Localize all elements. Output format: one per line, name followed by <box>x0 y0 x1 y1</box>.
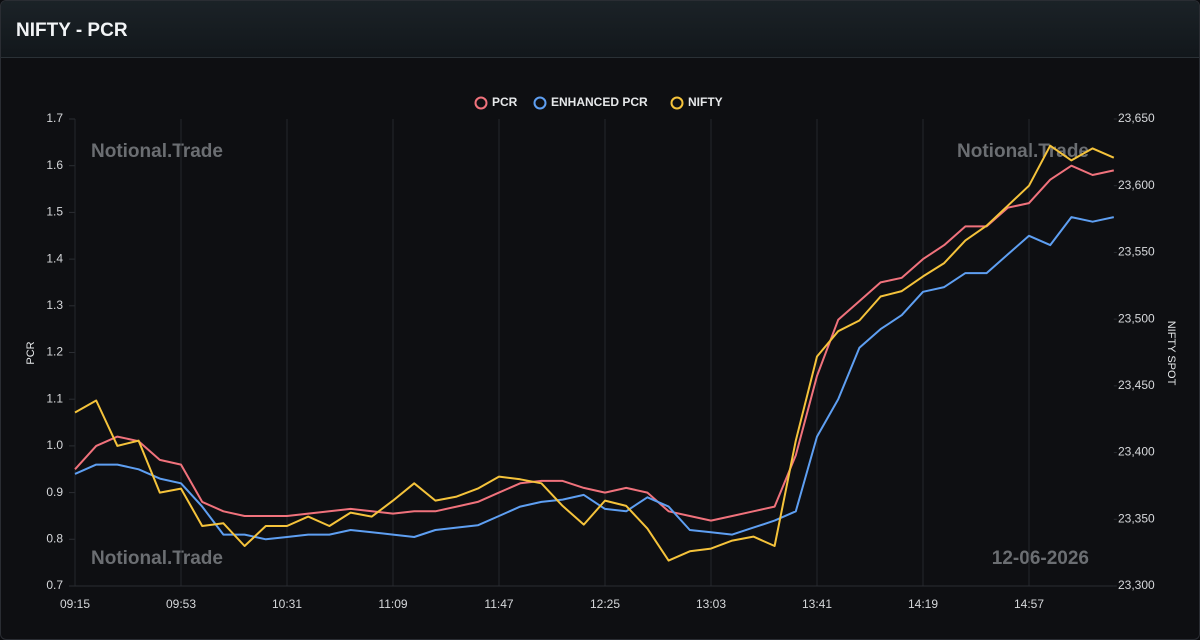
x-tick-label: 09:15 <box>60 597 90 611</box>
legend-swatch <box>670 96 684 110</box>
x-tick-label: 14:19 <box>908 597 938 611</box>
y-tick-label: 1.0 <box>46 438 63 452</box>
y-tick-label: 1.1 <box>46 391 63 405</box>
series-line <box>74 164 1115 522</box>
legend-swatch <box>533 96 547 110</box>
legend-label: PCR <box>492 95 518 109</box>
x-tick-label: 13:41 <box>802 597 832 611</box>
y-tick-label: 1.4 <box>46 251 63 265</box>
legend-item: PCR <box>474 95 518 110</box>
y2-tick-label: 23,350 <box>1118 511 1155 525</box>
legend-label: NIFTY <box>688 95 723 109</box>
y-axis-title: PCR <box>25 341 37 364</box>
y2-tick-label: 23,600 <box>1118 178 1155 192</box>
x-tick-label: 13:03 <box>696 597 726 611</box>
x-tick-label: 10:31 <box>272 597 302 611</box>
y-tick-label: 0.7 <box>46 578 63 592</box>
legend-swatch <box>474 96 488 110</box>
watermark: Notional.Trade <box>91 548 223 569</box>
x-tick-label: 11:09 <box>378 597 407 611</box>
y-tick-label: 1.3 <box>46 298 63 312</box>
y-tick-label: 1.2 <box>46 345 63 359</box>
y2-tick-label: 23,400 <box>1118 445 1155 459</box>
legend-label: ENHANCED PCR <box>551 95 648 109</box>
y-tick-label: 0.9 <box>46 485 63 499</box>
x-tick-label: 12:25 <box>590 597 620 611</box>
series-line <box>74 216 1115 541</box>
panel-header: NIFTY - PCR <box>1 1 1199 58</box>
y2-tick-label: 23,650 <box>1118 111 1155 125</box>
legend-item: ENHANCED PCR <box>533 95 648 110</box>
legend-item: NIFTY <box>670 95 723 110</box>
y-tick-label: 1.7 <box>46 111 63 125</box>
y2-tick-label: 23,300 <box>1118 578 1155 592</box>
y-tick-label: 0.8 <box>46 531 63 545</box>
y-tick-label: 1.6 <box>46 158 63 172</box>
y-tick-label: 1.5 <box>46 205 63 219</box>
watermark: Notional.Trade <box>957 141 1089 162</box>
x-tick-label: 09:53 <box>166 597 196 611</box>
y2-axis-title: NIFTY SPOT <box>1165 321 1177 386</box>
x-tick-label: 14:57 <box>1014 597 1044 611</box>
y2-tick-label: 23,450 <box>1118 378 1155 392</box>
y2-tick-label: 23,550 <box>1118 245 1155 259</box>
x-tick-label: 11:47 <box>484 597 513 611</box>
chart-title: NIFTY - PCR <box>16 20 128 41</box>
series-line <box>74 144 1115 562</box>
y2-tick-label: 23,500 <box>1118 311 1155 325</box>
watermark: Notional.Trade <box>91 141 223 162</box>
watermark: 12-06-2026 <box>992 548 1089 569</box>
